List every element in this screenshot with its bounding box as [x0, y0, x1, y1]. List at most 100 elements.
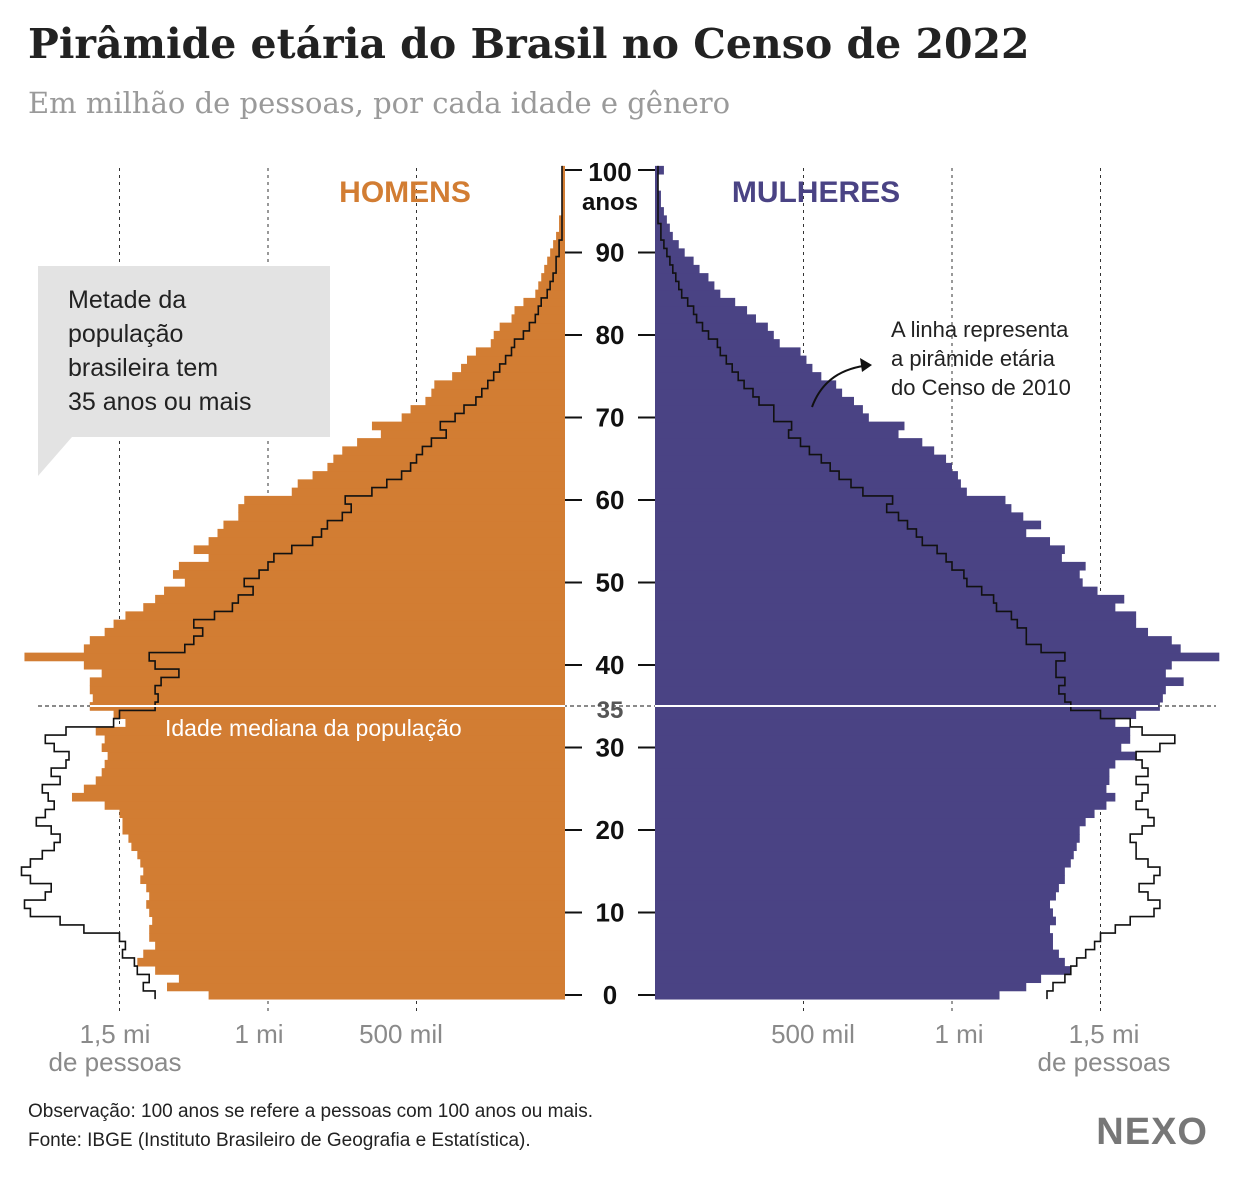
men-bars	[24, 165, 566, 1000]
men-bar-age-7	[149, 933, 565, 942]
men-bar-age-51	[172, 570, 565, 579]
women-bar-age-37	[655, 685, 1166, 695]
women-bar-age-71	[655, 405, 863, 414]
men-bar-age-15	[143, 867, 565, 876]
annotation-line: do Censo de 2010	[891, 375, 1071, 400]
women-bar-age-12	[655, 891, 1056, 901]
men-bar-age-53	[208, 553, 565, 563]
men-bar-age-39	[101, 669, 566, 678]
women-bar-age-49	[655, 586, 1098, 596]
men-bar-age-82	[511, 314, 565, 324]
annotation-line: A linha representa	[891, 317, 1069, 342]
men-bar-age-32	[95, 726, 566, 736]
y-tick-label: 30	[596, 733, 625, 763]
men-bar-age-4	[137, 957, 565, 967]
women-label: MULHERES	[732, 176, 900, 209]
women-bar-age-100	[655, 165, 664, 175]
callout-line: 35 anos ou mais	[68, 388, 251, 416]
women-bar-age-8	[655, 924, 1051, 934]
x-axis-labels: 1,5 mi de pessoas 1 mi 500 mil 500 mil 1…	[49, 1019, 1171, 1077]
men-bar-age-5	[143, 949, 565, 959]
women-bar-age-74	[655, 380, 837, 390]
women-bar-age-20	[655, 825, 1080, 835]
men-bar-age-31	[104, 735, 566, 744]
men-bar-age-45	[113, 619, 565, 629]
women-bar-age-44	[655, 627, 1149, 637]
age-top-label: 100	[588, 157, 631, 187]
men-bar-age-0	[208, 990, 565, 1000]
women-bar-age-90	[655, 248, 685, 258]
median-age-label: 35	[597, 697, 624, 724]
women-bar-age-14	[655, 875, 1065, 885]
men-bar-age-64	[327, 462, 565, 472]
men-bar-age-38	[89, 677, 566, 687]
women-bar-age-81	[655, 322, 768, 332]
men-2010-line	[20, 165, 563, 1000]
men-bar-age-72	[425, 396, 565, 406]
men-bar-age-30	[101, 743, 566, 753]
women-bar-age-5	[655, 949, 1059, 959]
women-bar-age-0	[655, 990, 1000, 1000]
men-bar-age-9	[152, 916, 566, 926]
women-bar-age-64	[655, 462, 952, 472]
women-bar-age-10	[655, 908, 1053, 918]
men-bar-age-14	[140, 875, 566, 885]
women-bar-age-30	[655, 743, 1122, 753]
men-bar-age-99	[562, 174, 565, 183]
men-bar-age-16	[140, 858, 566, 868]
x-tick-label: 1,5 mi	[80, 1019, 151, 1049]
men-bar-age-46	[125, 611, 565, 621]
callout-line: brasileira tem	[68, 354, 218, 382]
women-bar-age-86	[655, 281, 715, 291]
men-bar-age-47	[143, 603, 565, 612]
women-bar-age-84	[655, 297, 736, 307]
women-bar-age-17	[655, 850, 1074, 860]
women-bar-age-60	[655, 495, 1006, 505]
women-bar-age-80	[655, 330, 774, 340]
x-tick-label: 1,5 mi	[1069, 1019, 1140, 1049]
y-tick-label: 20	[596, 815, 625, 845]
men-bar-age-96	[562, 198, 565, 208]
y-tick-label: 80	[596, 320, 625, 350]
women-bar-age-16	[655, 858, 1071, 868]
men-bar-age-40	[83, 660, 566, 670]
men-bar-age-37	[89, 685, 566, 695]
women-bar-age-61	[655, 487, 967, 497]
women-bar-age-15	[655, 867, 1065, 876]
women-bar-age-31	[655, 735, 1131, 744]
women-bar-age-83	[655, 306, 748, 315]
women-bar-age-52	[655, 561, 1086, 571]
men-bar-age-17	[137, 850, 565, 860]
women-bar-age-38	[655, 677, 1184, 687]
men-bar-age-52	[178, 561, 565, 571]
women-bar-age-78	[655, 347, 801, 357]
men-bar-age-58	[238, 512, 566, 522]
women-bar-age-58	[655, 512, 1024, 522]
annotation-line: a pirâmide etária	[891, 346, 1056, 371]
women-bar-age-25	[655, 784, 1107, 794]
men-bar-age-6	[155, 941, 565, 951]
women-bar-age-34	[655, 710, 1137, 720]
women-bar-age-2	[655, 974, 1042, 984]
women-bar-age-40	[655, 660, 1172, 670]
men-bar-age-83	[514, 306, 565, 315]
women-bar-age-87	[655, 273, 709, 282]
men-bar-age-66	[342, 446, 565, 456]
men-bar-age-57	[223, 520, 565, 530]
women-bar-age-45	[655, 619, 1137, 629]
men-bar-age-62	[297, 479, 565, 489]
source-text: Fonte: IBGE (Instituto Brasileiro de Geo…	[28, 1130, 531, 1151]
men-bar-age-12	[149, 891, 565, 901]
median-description: Idade mediana da população	[165, 715, 462, 741]
women-bar-age-54	[655, 545, 1065, 555]
women-bar-age-41	[655, 652, 1220, 662]
women-bar-age-7	[655, 933, 1053, 942]
x-tick-label: 500 mil	[359, 1019, 443, 1049]
men-bar-age-59	[238, 504, 566, 513]
note-text: Observação: 100 anos se refere a pessoas…	[28, 1101, 593, 1122]
women-bar-age-43	[655, 636, 1172, 645]
men-bar-age-86	[538, 281, 565, 291]
women-bar-age-53	[655, 553, 1062, 563]
men-bar-age-48	[155, 594, 565, 604]
y-tick-label: 70	[596, 403, 625, 433]
